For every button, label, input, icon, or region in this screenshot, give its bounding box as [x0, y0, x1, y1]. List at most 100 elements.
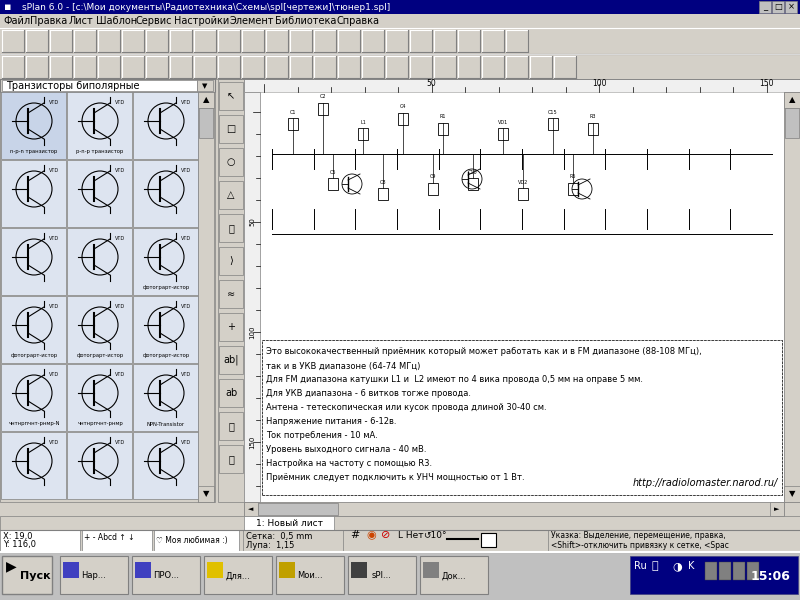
Text: sPlan 6.0 - [c:\Мои документы\Радиотехника\Схемы\spl[чертежи]\тюнер1.spl]: sPlan 6.0 - [c:\Мои документы\Радиотехни… — [22, 2, 390, 11]
Bar — [328, 178, 338, 190]
Text: sPI...: sPI... — [372, 571, 392, 581]
Text: Приёмник следует подключить к УНЧ мощностью от 1 Вт.: Приёмник следует подключить к УНЧ мощнос… — [266, 473, 525, 482]
Text: ⟋: ⟋ — [228, 223, 234, 233]
Bar — [219, 379, 243, 407]
Bar — [482, 30, 504, 52]
Text: + - Abcd ↑ ↓: + - Abcd ↑ ↓ — [84, 533, 134, 542]
Bar — [207, 562, 223, 578]
Bar — [98, 56, 120, 78]
Bar — [2, 556, 52, 594]
Bar — [770, 502, 784, 516]
Text: ▼: ▼ — [202, 490, 210, 499]
Bar — [26, 56, 48, 78]
Text: VTD: VTD — [49, 100, 59, 104]
Bar — [0, 28, 800, 54]
Bar — [133, 296, 198, 363]
Text: Для...: Для... — [226, 571, 250, 581]
Bar — [146, 56, 168, 78]
Bar — [266, 56, 288, 78]
Bar — [314, 56, 336, 78]
Text: VTD: VTD — [181, 439, 191, 445]
Text: ▼: ▼ — [202, 83, 208, 89]
Bar — [434, 30, 456, 52]
Text: 50: 50 — [249, 218, 255, 226]
Bar — [198, 486, 214, 502]
Bar — [719, 562, 731, 580]
Bar — [398, 113, 408, 125]
Bar — [244, 92, 784, 502]
Text: фотограрт-истор: фотограрт-истор — [77, 353, 123, 358]
Bar — [1, 160, 66, 227]
Text: ↖: ↖ — [227, 91, 235, 101]
Text: 150: 150 — [759, 79, 774, 88]
Bar — [1, 228, 66, 295]
Text: 🔍: 🔍 — [228, 454, 234, 464]
Bar — [0, 530, 800, 552]
Bar — [785, 108, 799, 138]
Text: _: _ — [763, 2, 767, 11]
Bar — [338, 30, 360, 52]
Text: #: # — [350, 530, 359, 540]
Text: Файл: Файл — [3, 16, 30, 26]
Text: VTD: VTD — [49, 439, 59, 445]
Bar — [82, 530, 152, 552]
Bar — [705, 562, 717, 580]
Text: L1: L1 — [360, 119, 366, 124]
Text: VTD: VTD — [181, 304, 191, 308]
Bar — [219, 82, 243, 110]
Bar — [74, 56, 96, 78]
Text: VTD: VTD — [115, 100, 125, 104]
Bar — [133, 160, 198, 227]
Text: C5: C5 — [330, 169, 336, 175]
Text: VTD: VTD — [181, 100, 191, 104]
Bar — [630, 556, 798, 594]
Bar — [554, 56, 576, 78]
Bar — [434, 56, 456, 78]
Bar — [518, 188, 528, 200]
Bar — [133, 228, 198, 295]
Bar — [204, 556, 272, 594]
Bar — [348, 556, 416, 594]
Bar — [219, 445, 243, 473]
Text: R3: R3 — [590, 115, 596, 119]
Text: VTD: VTD — [115, 235, 125, 241]
Bar — [67, 160, 132, 227]
Text: C8: C8 — [380, 179, 386, 185]
Text: C9: C9 — [430, 175, 436, 179]
Text: чнтнрпчнт-рнмр-N: чнтнрпчнт-рнмр-N — [8, 421, 60, 427]
Bar — [288, 118, 298, 130]
Bar — [244, 516, 334, 530]
Bar — [219, 280, 243, 308]
Text: C2: C2 — [320, 94, 326, 100]
Text: чнтнрпчнт-рнмр: чнтнрпчнт-рнмр — [77, 421, 123, 427]
Bar — [276, 556, 344, 594]
Bar — [219, 148, 243, 176]
Bar — [133, 92, 198, 159]
Text: Док...: Док... — [442, 571, 466, 581]
Bar — [498, 128, 508, 140]
Bar — [314, 30, 336, 52]
Bar — [0, 79, 215, 92]
Bar — [0, 54, 800, 79]
Text: C10: C10 — [468, 169, 478, 175]
Bar — [420, 556, 488, 594]
Text: 100: 100 — [249, 325, 255, 339]
Text: Элемент: Элемент — [230, 16, 274, 26]
Bar — [784, 92, 800, 108]
Bar — [0, 552, 800, 600]
Text: 🖼: 🖼 — [228, 421, 234, 431]
Bar — [279, 562, 295, 578]
Text: R5: R5 — [570, 175, 576, 179]
Text: Лупа:  1,15: Лупа: 1,15 — [246, 541, 294, 550]
Bar — [197, 80, 213, 91]
Text: ⊘: ⊘ — [381, 530, 390, 540]
Bar — [378, 188, 388, 200]
Bar — [266, 30, 288, 52]
Text: ab|: ab| — [223, 355, 238, 365]
Text: ►: ► — [774, 506, 780, 512]
Bar — [458, 56, 480, 78]
Text: Шаблон: Шаблон — [96, 16, 138, 26]
Bar — [1, 296, 66, 363]
Bar — [194, 30, 216, 52]
Bar — [170, 56, 192, 78]
